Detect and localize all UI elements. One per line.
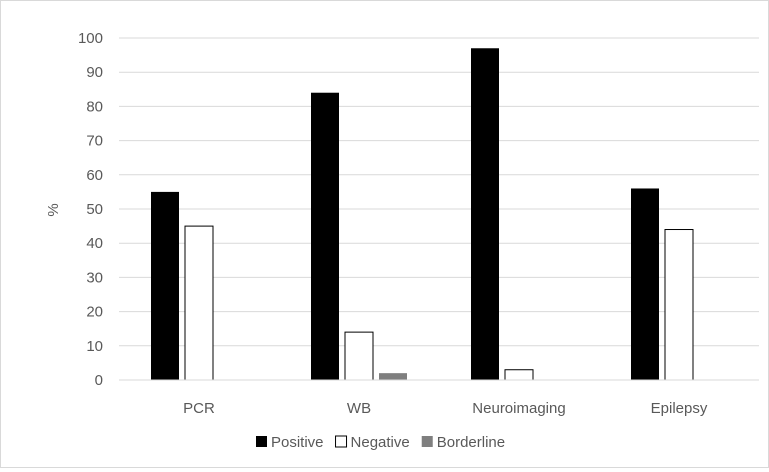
bar-positive-wb (311, 92, 339, 380)
bar-negative-epilepsy (664, 229, 694, 381)
y-axis-label: % (45, 203, 62, 216)
legend-swatch (335, 435, 348, 448)
y-tick-label: 30 (86, 269, 103, 286)
y-axis-ticks: 0 10 20 30 40 50 60 70 80 90 100 (78, 30, 103, 389)
x-axis-ticks: PCR WB Neuroimaging Epilepsy (183, 400, 708, 417)
y-tick-label: 100 (78, 30, 103, 47)
y-tick-label: 20 (86, 304, 103, 321)
legend: Positive Negative Borderline (256, 434, 505, 451)
legend-item-positive: Positive (256, 434, 324, 451)
y-tick-label: 60 (86, 167, 103, 184)
y-tick-label: 90 (86, 64, 103, 81)
x-tick-label: Epilepsy (651, 400, 708, 417)
y-tick-label: 80 (86, 98, 103, 115)
legend-swatch (421, 436, 433, 447)
legend-swatch (256, 436, 267, 447)
bar-negative-pcr (184, 225, 214, 381)
y-tick-label: 50 (86, 201, 103, 218)
x-tick-label: WB (347, 400, 371, 417)
y-tick-label: 0 (95, 372, 103, 389)
legend-label: Positive (271, 434, 324, 451)
bar-borderline-wb (379, 373, 407, 380)
legend-item-negative: Negative (335, 434, 410, 451)
bar-positive-neuroimaging (471, 48, 499, 380)
bar-positive-pcr (151, 191, 179, 380)
x-tick-label: Neuroimaging (472, 400, 565, 417)
legend-label: Borderline (437, 434, 505, 451)
x-tick-label: PCR (183, 400, 215, 417)
gridlines (119, 37, 759, 347)
bar-positive-epilepsy (631, 188, 659, 380)
bar-negative-wb (344, 331, 374, 381)
y-tick-label: 40 (86, 235, 103, 252)
legend-label: Negative (351, 434, 410, 451)
y-tick-label: 10 (86, 338, 103, 355)
legend-item-borderline: Borderline (421, 434, 505, 451)
bar-negative-neuroimaging (504, 369, 534, 381)
bars (151, 48, 694, 381)
y-tick-label: 70 (86, 133, 103, 150)
